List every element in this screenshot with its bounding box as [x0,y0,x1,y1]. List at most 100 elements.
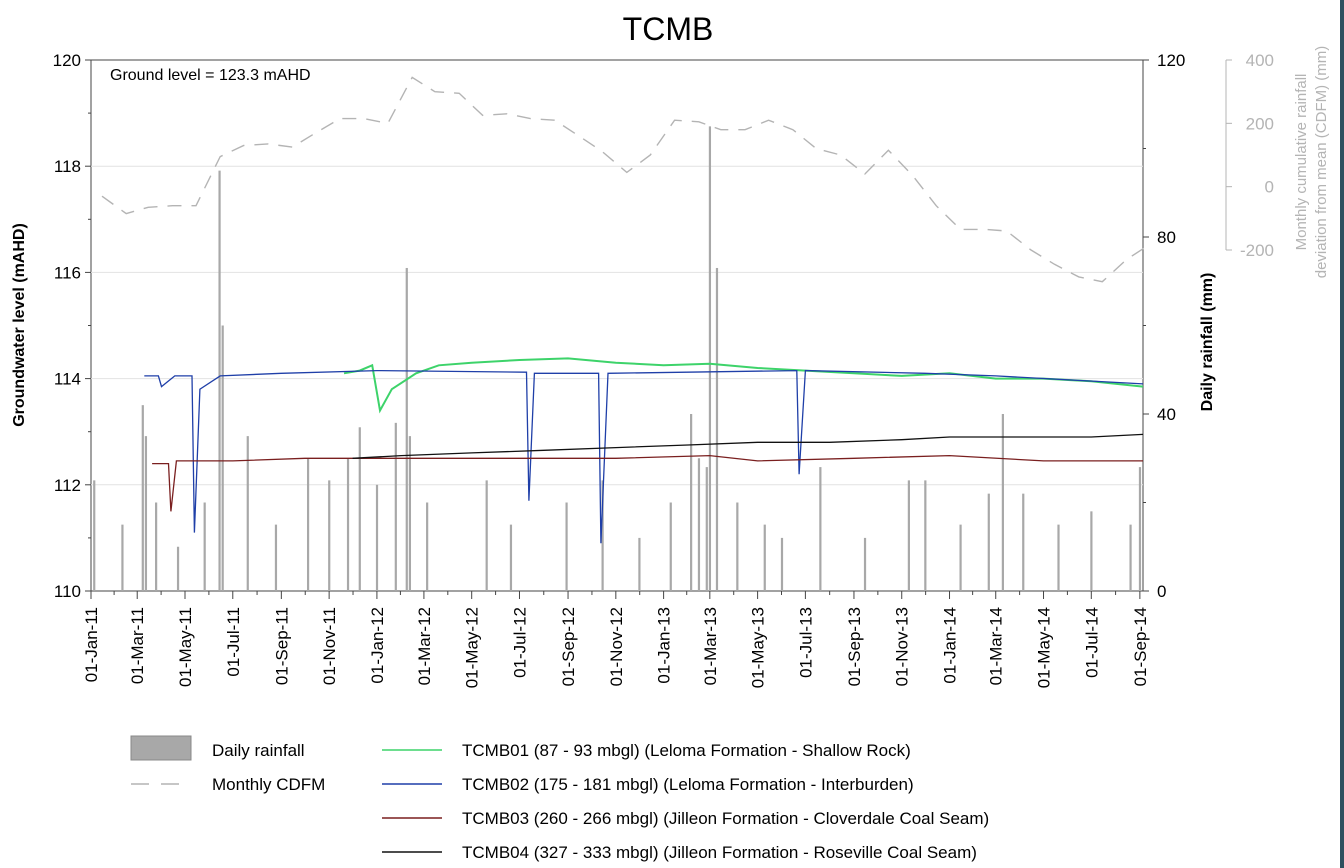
cdfm-axis-tick-label: 200 [1246,114,1274,133]
left-axis-tick-label: 120 [53,51,81,70]
x-axis-tick-label: 01-Jul-11 [224,607,243,677]
x-axis-tick-label: 01-Sep-12 [559,607,578,686]
rainfall-bar [426,502,429,591]
series-line-tcmb04 [352,433,1144,459]
right-axis-tick-label: 0 [1157,582,1166,601]
rainfall-bar [715,267,719,591]
legend-label: TCMB04 (327 - 333 mbgl) (Jilleon Formati… [462,843,977,862]
rainfall-bar [987,493,990,591]
cdfm-axis-tick-label: 0 [1265,178,1274,197]
rainfall-bar [246,436,249,591]
legend-label: TCMB02 (175 - 181 mbgl) (Leloma Formatio… [462,775,914,794]
left-axis: 110 112 114 116 118 120 [53,51,91,601]
rainfall-bar [274,524,278,591]
right-axis-rainfall-label: Daily rainfall (mm) [1199,273,1216,412]
legend-label: Monthly CDFM [212,775,325,794]
left-axis-tick-label: 112 [54,476,81,495]
x-axis-tick-label: 01-Nov-13 [893,607,912,686]
rainfall-bar [669,502,672,591]
rainfall-bar [509,524,513,591]
series-line-tcmb02 [144,369,1144,544]
ground-level-annotation: Ground level = 123.3 mAHD [110,67,311,84]
rainfall-bar [144,436,148,591]
rainfall-bar [1090,511,1093,591]
rainfall-bar [708,126,712,591]
rainfall-bar [907,480,910,591]
rainfall-bar [1129,524,1132,591]
rainfall-bar [1138,467,1142,591]
x-axis-tick-label: 01-Jul-14 [1082,607,1101,678]
x-axis-tick-label: 01-May-11 [176,607,195,687]
rainfall-bar [141,405,144,591]
x-axis-tick-label: 01-Mar-11 [128,607,147,684]
rainfall-bar [763,524,766,591]
rainfall-bar [346,458,350,591]
rainfall-bar [155,502,158,591]
rainfall-bar [405,267,408,591]
rainfall-bar [565,502,568,591]
series-line-tcmb01 [343,357,1144,414]
left-axis-tick-label: 116 [54,263,81,282]
rainfall-bar [358,427,361,591]
right-axis-tick-label: 120 [1157,51,1185,70]
rainfall-bar [203,502,206,591]
legend-label: Daily rainfall [212,741,305,760]
legend: Daily rainfall Monthly CDFM TCMB01 (87 - 9… [130,735,989,862]
rainfall-bar [690,414,693,591]
rainfall-bar [1001,414,1004,591]
right-axis-rainfall: 0 40 80 120 [1143,51,1185,601]
rainfall-bar [408,436,412,591]
right-axis-cdfm: -200 0 200 400 [1225,51,1274,260]
rainfall-bar [736,502,739,591]
rainfall-bar [328,480,331,591]
rainfall-bar [218,170,221,591]
rainfall-bar [1057,524,1060,591]
rainfall-bar [176,546,180,591]
legend-label: TCMB03 (260 - 266 mbgl) (Jilleon Formati… [462,809,989,828]
rainfall-bar [1022,493,1025,591]
x-axis-tick-label: 01-Mar-14 [987,607,1006,685]
right-axis-cdfm-label-line1: Monthly cumulative rainfall [1293,74,1310,251]
x-axis: 01-Jan-11 01-Mar-11 01-May-11 01-Jul-11 01-S… [82,591,1150,688]
x-axis-tick-label: 01-Nov-11 [320,607,339,685]
x-axis-tick-label: 01-May-12 [463,607,482,688]
rainfall-bar [863,537,867,591]
x-axis-tick-label: 01-Sep-13 [845,607,864,686]
rainfall-bar [485,480,488,591]
grid-lines [91,165,1143,486]
rainfall-bar [819,467,822,591]
rainfall-bar [601,480,604,591]
legend-label: TCMB01 (87 - 93 mbgl) (Leloma Formation … [462,741,911,760]
x-axis-tick-label: 01-Jan-14 [941,607,960,684]
rainfall-bar [924,480,927,591]
rainfall-bar [959,524,962,591]
cdfm-series-line [101,76,1152,283]
rainfall-bar [638,537,641,591]
rainfall-bars [93,126,1142,591]
left-axis-tick-label: 114 [54,370,81,389]
window-edge-bar [1340,0,1344,868]
x-axis-tick-label: 01-Mar-13 [701,607,720,685]
rainfall-bar [697,458,701,591]
rainfall-bar [221,325,224,591]
rainfall-bar [780,537,784,591]
x-axis-tick-label: 01-May-13 [749,607,768,688]
x-axis-tick-label: 01-Jul-13 [796,607,815,678]
right-axis-tick-label: 80 [1157,228,1176,247]
x-axis-tick-label: 01-Sep-14 [1131,607,1150,686]
rainfall-bar [375,484,379,591]
x-axis-tick-label: 01-Mar-12 [415,607,434,685]
x-axis-tick-label: 01-Jan-11 [82,607,101,682]
left-axis-tick-label: 118 [54,157,81,176]
left-axis-label: Groundwater level (mAHD) [11,223,28,427]
x-axis-tick-label: 01-May-14 [1035,607,1054,688]
rainfall-bar [121,524,124,591]
rainfall-bar [394,422,397,591]
cdfm-axis-tick-label: -200 [1240,241,1274,260]
rainfall-bar [306,458,310,591]
right-axis-cdfm-label-line2: deviation from mean (CDFM) (mm) [1313,46,1330,279]
legend-swatch-rainfall [130,735,192,761]
left-axis-tick-label: 110 [54,582,81,601]
cdfm-axis-tick-label: 400 [1246,51,1274,70]
